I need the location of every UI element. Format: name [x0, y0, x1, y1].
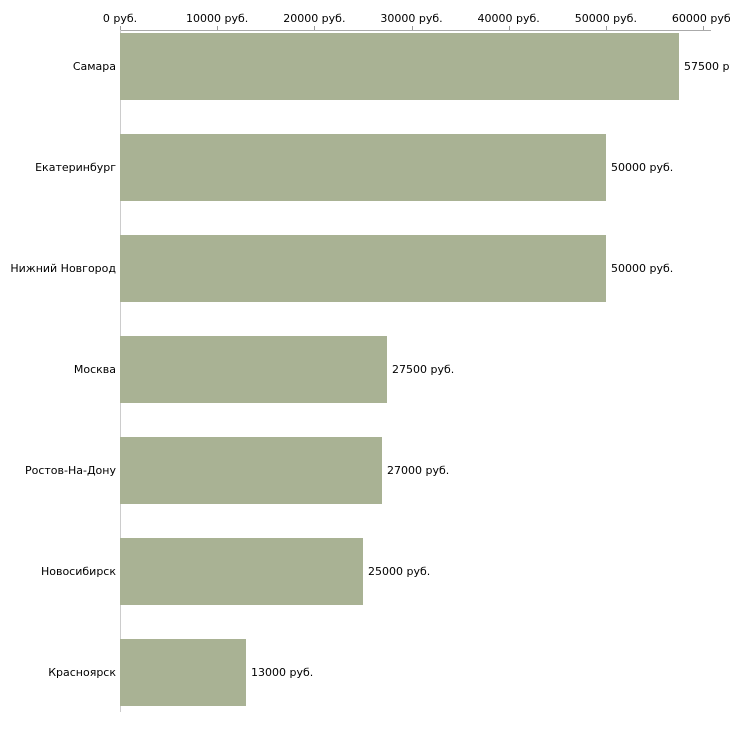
- x-axis-tick: [411, 26, 413, 30]
- bar: [120, 134, 606, 201]
- x-axis-tick-label: 60000 руб.: [671, 12, 730, 25]
- x-axis-tick: [120, 26, 121, 30]
- x-axis-line: [120, 30, 711, 31]
- value-label: 25000 руб.: [368, 564, 431, 578]
- bar: [120, 538, 363, 605]
- category-label: Екатеринбург: [35, 160, 116, 174]
- category-label: Новосибирск: [40, 564, 116, 578]
- bar: [120, 336, 387, 403]
- value-label: 50000 руб.: [611, 261, 674, 275]
- x-axis-tick-label: 50000 руб.: [574, 12, 637, 25]
- category-label: Москва: [73, 362, 116, 376]
- category-label: Нижний Новгород: [10, 261, 116, 275]
- x-axis-tick: [508, 26, 510, 30]
- bar: [120, 437, 382, 504]
- value-label: 57500 руб.: [684, 59, 730, 73]
- bar: [120, 639, 246, 706]
- value-label: 27500 руб.: [392, 362, 455, 376]
- x-axis-tick-label: 30000 руб.: [380, 12, 443, 25]
- category-label: Ростов-На-Дону: [24, 463, 116, 477]
- bar: [120, 33, 679, 100]
- x-axis-tick-label: 40000 руб.: [477, 12, 540, 25]
- x-axis-tick-label: 20000 руб.: [283, 12, 346, 25]
- value-label: 27000 руб.: [387, 463, 450, 477]
- bar: [120, 235, 606, 302]
- value-label: 50000 руб.: [611, 160, 674, 174]
- x-axis-tick-label: 0 руб.: [102, 12, 138, 25]
- x-axis-tick-label: 10000 руб.: [186, 12, 249, 25]
- x-axis-tick: [217, 26, 219, 30]
- x-axis-tick: [703, 26, 704, 30]
- category-label: Самара: [72, 59, 116, 73]
- category-label: Красноярск: [48, 665, 116, 679]
- x-axis-tick: [314, 26, 316, 30]
- value-label: 13000 руб.: [251, 665, 314, 679]
- x-axis-tick: [605, 26, 607, 30]
